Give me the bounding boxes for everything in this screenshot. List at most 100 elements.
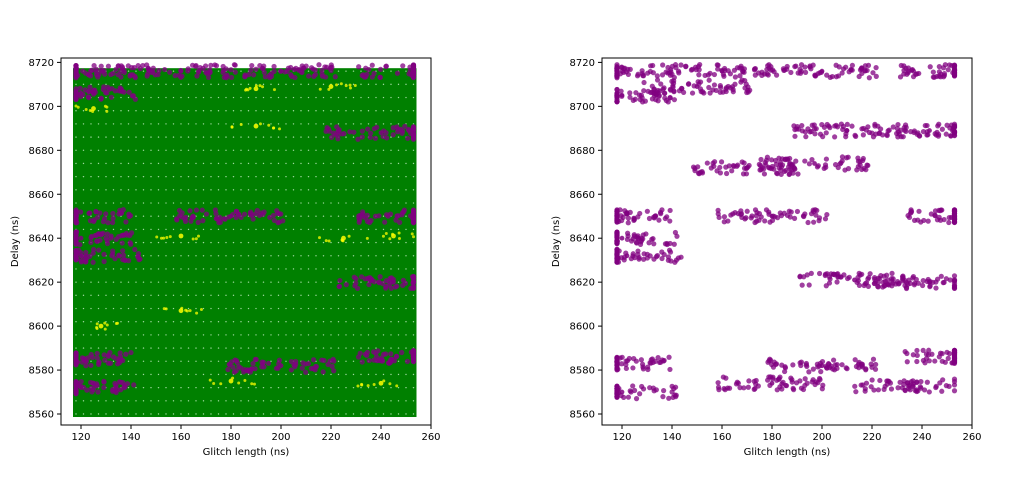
background-dot [135,70,137,72]
data-point [934,276,941,282]
data-point [272,88,276,92]
data-point [823,156,830,162]
background-dot [82,215,85,217]
data-point [248,67,254,73]
data-point [766,211,772,217]
data-point [230,125,234,129]
data-point [394,213,400,219]
data-point [394,70,401,76]
background-dot [390,70,392,72]
data-point [878,126,884,132]
background-dot [352,136,355,138]
data-point [782,368,788,375]
data-point [98,63,104,69]
background-dot [292,386,295,389]
background-dot [405,189,407,191]
data-point [91,91,97,97]
background-dot [390,400,392,402]
background-dot [330,215,332,217]
background-dot [375,386,377,389]
background-dot [172,162,175,165]
background-dot [345,241,347,244]
background-dot [315,386,317,389]
data-point [223,66,229,72]
background-dot [150,281,152,283]
data-point [852,357,858,363]
data-point [852,132,858,138]
background-dot [337,228,340,231]
data-point [253,211,259,217]
background-dot [277,400,280,402]
background-dot [262,83,265,86]
background-dot [202,347,205,349]
data-point [676,70,682,76]
data-point [239,123,243,127]
data-point [118,88,124,94]
background-dot [352,123,355,125]
data-point [765,63,771,69]
data-point [390,276,397,283]
background-dot [195,123,197,125]
data-point [625,230,631,236]
data-point [341,131,347,137]
data-point [300,65,306,71]
background-dot [172,136,175,138]
data-point [237,381,241,385]
data-point [130,72,136,78]
background-dot [210,189,212,191]
background-dot [172,110,175,112]
data-point [78,235,84,241]
background-dot [150,268,152,270]
background-dot [262,373,265,376]
data-point [271,126,275,130]
data-point [801,213,807,220]
data-point [662,95,668,101]
data-point [614,391,620,397]
data-point [122,384,128,390]
background-dot [307,83,310,86]
data-point [251,72,257,78]
data-point [834,279,840,285]
background-dot [217,189,220,191]
background-dot [172,241,175,244]
background-dot [247,321,250,323]
background-dot [225,189,227,191]
background-dot [135,162,137,165]
background-dot [345,136,347,138]
data-point [351,274,357,280]
background-dot [345,347,347,349]
data-point [91,110,95,114]
data-point [732,81,738,87]
data-point [614,359,620,365]
background-dot [292,255,295,257]
background-dot [345,189,347,191]
background-dot [375,334,377,336]
data-point [933,285,939,291]
background-dot [367,400,370,402]
background-dot [247,268,250,270]
data-point [826,280,833,286]
data-point [619,235,625,241]
background-dot [210,360,212,362]
data-point [672,392,678,398]
data-point [808,128,814,135]
background-dot [352,360,355,362]
data-point [103,327,107,331]
background-dot [187,386,190,389]
background-dot [315,373,317,376]
data-point [365,236,369,240]
data-point [640,72,646,79]
data-point [802,382,808,389]
background-dot [397,268,400,270]
background-dot [337,162,340,165]
data-point [793,380,800,386]
background-dot [300,202,302,204]
data-point [633,396,640,402]
background-dot [292,228,295,231]
background-dot [262,294,265,297]
data-point [84,107,88,111]
data-point [830,271,836,278]
background-dot [240,149,242,151]
background-dot [352,228,355,231]
background-dot [240,241,242,244]
